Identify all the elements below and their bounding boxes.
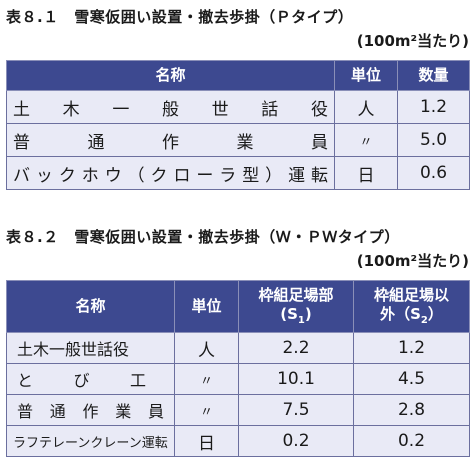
label-char: 員 xyxy=(147,402,164,421)
label-char: 運 xyxy=(288,165,306,186)
table-row: 普通作業員 〃 7.5 2.8 xyxy=(6,394,470,426)
label-char: と xyxy=(17,371,34,390)
spread-text: とび工 xyxy=(17,367,146,391)
label-char: バ xyxy=(13,165,30,186)
table1-caption: 表８.１ 雪寒仮囲い設置・撤去歩掛（Ｐタイプ） xyxy=(6,8,354,26)
table1-row-unit: 日 xyxy=(334,156,398,190)
table2-row-unit: 人 xyxy=(174,332,239,364)
spread-text: 普通作業員 xyxy=(17,398,164,422)
table2-row-name: 普通作業員 xyxy=(6,394,175,426)
table1-row-name: バックホウ（クローラ型）運転 xyxy=(6,156,335,190)
table1: 名称 単位 数量 土木一般世話役 人 1.2 普通作業員 〃 5.0 バックホウ… xyxy=(6,60,470,190)
s1-open: (S xyxy=(280,304,298,323)
s1-close: ) xyxy=(304,304,312,323)
label-char: ラ xyxy=(219,165,237,186)
label-char: 普 xyxy=(17,402,34,421)
label-char: （ xyxy=(127,165,145,186)
table-row: と び 工 〃 10.1 4.5 xyxy=(6,363,470,395)
table-row: 土 木 一 般 世 話 役 人 1.2 xyxy=(6,90,470,124)
spread-text: 土木一般世話役 xyxy=(13,95,328,120)
s2-index: 2 xyxy=(420,314,428,326)
table2-header-name: 名称 xyxy=(6,280,175,333)
table1-unit-note: (100m²当たり) xyxy=(356,32,469,50)
table2-header-s2-line1: 枠組足場以 xyxy=(373,285,449,304)
label-char: ロ xyxy=(173,165,191,186)
table2-row-s1: 10.1 xyxy=(238,363,354,395)
table2-row-name: ラフテレーンクレーン運転 xyxy=(6,425,175,457)
label-char: 員 xyxy=(311,132,328,153)
label-char: ク xyxy=(58,165,76,186)
s1-index: 1 xyxy=(297,314,305,326)
label-char: ホ xyxy=(81,165,99,186)
table2-row-s2: 0.2 xyxy=(353,425,470,457)
table2: 名称 単位 枠組足場部 (S1) 枠組足場以 外（S2） 土木一般世話役 人 2… xyxy=(6,280,470,457)
label-char: ） xyxy=(265,165,283,186)
table2-row-s2: 4.5 xyxy=(353,363,470,395)
table2-row-s1: 2.2 xyxy=(238,332,354,364)
label-char: び xyxy=(73,371,90,390)
label-char: 役 xyxy=(310,99,328,120)
label-char: 転 xyxy=(310,165,328,186)
table2-row-name: 土木一般世話役 xyxy=(6,332,175,364)
table2-unit-note: (100m²当たり) xyxy=(356,252,469,270)
table-row: ラフテレーンクレーン運転 日 0.2 0.2 xyxy=(6,425,470,457)
table2-row-name: とび工 xyxy=(6,363,175,395)
table1-row-qty: 5.0 xyxy=(397,123,470,157)
table2-header-row: 名称 単位 枠組足場部 (S1) 枠組足場以 外（S2） xyxy=(6,280,470,333)
label-char: 型 xyxy=(242,165,260,186)
table2-header-s1-line2: (S1) xyxy=(239,305,353,328)
label-char: 一 xyxy=(112,99,130,120)
label-char: 話 xyxy=(261,99,279,120)
table2-row-unit: 日 xyxy=(174,425,239,457)
table2-row-s2: 1.2 xyxy=(353,332,470,364)
s2-close: ） xyxy=(427,304,443,323)
label-char: ー xyxy=(196,165,214,186)
table2-header-unit: 単位 xyxy=(174,280,239,333)
table2-row-s1: 7.5 xyxy=(238,394,354,426)
table2-header-s2: 枠組足場以 外（S2） xyxy=(353,280,470,333)
label-char: 工 xyxy=(129,371,146,390)
spread-text: バックホウ（クローラ型）運転 xyxy=(13,161,328,186)
label-char: ッ xyxy=(35,165,53,186)
label-char: 作 xyxy=(82,402,99,421)
table1-row-name: 普通作業員 xyxy=(6,123,335,157)
table1-row-name: 土木一般世話役 xyxy=(6,90,335,124)
table2-header-s1: 枠組足場部 (S1) xyxy=(238,280,354,333)
spread-text: 普通作業員 xyxy=(13,128,328,153)
label-char: ク xyxy=(150,165,168,186)
table1-header-row: 名称 単位 数量 xyxy=(6,60,470,91)
label-char: 作 xyxy=(162,132,179,153)
label-char: 木 xyxy=(62,99,80,120)
table-row: 普 通 作 業 員 〃 5.0 xyxy=(6,123,470,157)
table2-caption: 表８.２ 雪寒仮囲い設置・撤去歩掛（Ｗ・ＰＷタイプ） xyxy=(6,228,400,246)
table2-row-s2: 2.8 xyxy=(353,394,470,426)
label-char: 業 xyxy=(236,132,254,153)
label-char: 通 xyxy=(49,402,66,421)
table2-header-s2-line2: 外（S2） xyxy=(354,305,469,328)
label-char: ウ xyxy=(104,165,122,186)
table1-header-unit: 単位 xyxy=(334,60,398,91)
label-char: 業 xyxy=(115,402,132,421)
label-char: 普 xyxy=(13,132,30,153)
table2-row-s1: 0.2 xyxy=(238,425,354,457)
table2-row-unit: 〃 xyxy=(174,363,239,395)
table1-header-name: 名称 xyxy=(6,60,335,91)
table-row: 土木一般世話役 人 2.2 1.2 xyxy=(6,332,470,364)
label-char: 土 xyxy=(13,99,30,120)
table-row: バックホウ（クローラ型）運転 日 0.6 xyxy=(6,156,470,190)
table1-row-qty: 0.6 xyxy=(397,156,470,190)
label-char: 般 xyxy=(161,99,179,120)
table1-row-qty: 1.2 xyxy=(397,90,470,124)
table1-row-unit: 〃 xyxy=(334,123,398,157)
table1-row-unit: 人 xyxy=(334,90,398,124)
table2-header-s1-line1: 枠組足場部 xyxy=(258,285,334,304)
table1-header-qty: 数量 xyxy=(397,60,470,91)
label-char: 通 xyxy=(87,132,105,153)
label-char: 世 xyxy=(211,99,229,120)
s2-open: 外（S xyxy=(380,304,421,323)
table2-row-unit: 〃 xyxy=(174,394,239,426)
